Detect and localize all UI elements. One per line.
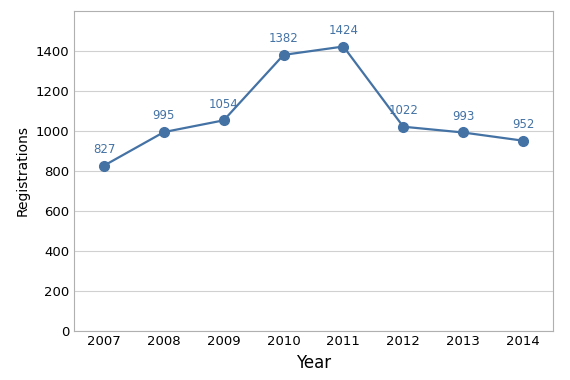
- Text: 1382: 1382: [268, 32, 299, 45]
- X-axis label: Year: Year: [296, 354, 331, 372]
- Text: 995: 995: [153, 109, 175, 122]
- Text: 993: 993: [452, 110, 474, 123]
- Text: 827: 827: [93, 143, 115, 156]
- Text: 1022: 1022: [388, 104, 418, 117]
- Text: 1054: 1054: [209, 98, 239, 111]
- Text: 1424: 1424: [328, 24, 359, 37]
- Text: 952: 952: [512, 118, 534, 131]
- Y-axis label: Registrations: Registrations: [16, 125, 30, 217]
